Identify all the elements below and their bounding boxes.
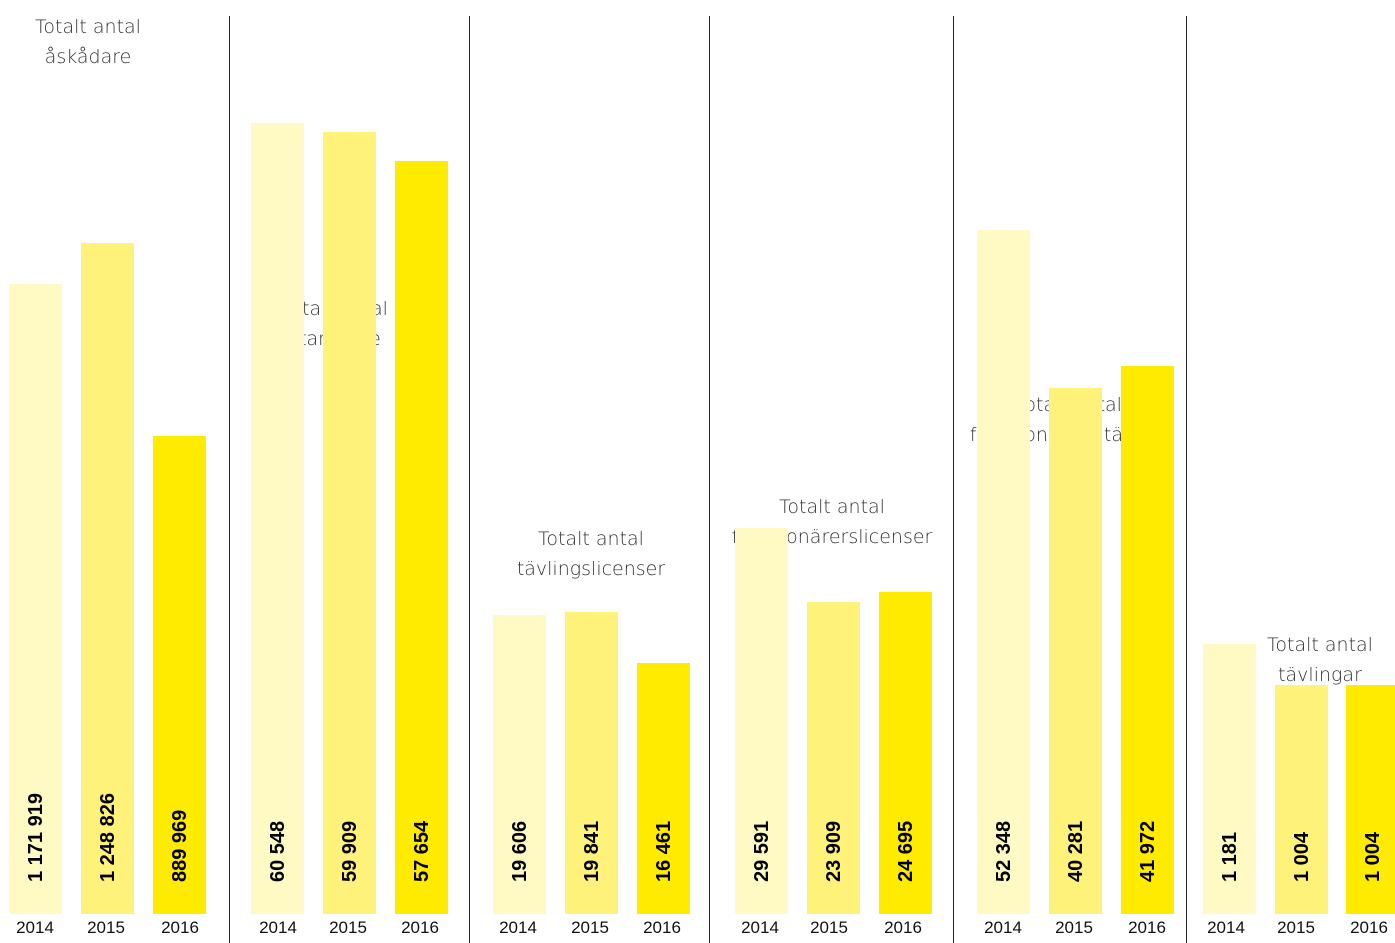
- bar-value-label: 60 548: [266, 820, 289, 882]
- x-tick-label: 2015: [329, 918, 367, 937]
- bar-value-label: 1 248 826: [96, 793, 119, 882]
- bar-2016: 889 969: [153, 436, 206, 914]
- chart-title-line: tävlingslicenser: [516, 558, 666, 580]
- chart-title-line: åskådare: [44, 46, 132, 68]
- panel-divider: [469, 16, 470, 943]
- bar-2014: 60 548: [251, 123, 304, 914]
- x-tick-label: 2014: [499, 918, 537, 937]
- x-tick-label: 2016: [643, 918, 681, 937]
- chart-title-line: Totalt antal: [538, 528, 644, 550]
- bar-2016: 1 004: [1346, 685, 1395, 914]
- x-tick-label: 2015: [571, 918, 609, 937]
- x-tick-label: 2015: [810, 918, 848, 937]
- panel-divider: [229, 16, 230, 943]
- x-tick-label: 2014: [16, 918, 54, 937]
- bar-2014: 19 606: [493, 615, 546, 914]
- bar-2016: 41 972: [1121, 366, 1174, 914]
- x-tick-label: 2014: [741, 918, 779, 937]
- x-tick-label: 2014: [1207, 918, 1245, 937]
- bar-2015: 1 004: [1275, 685, 1328, 914]
- x-tick-label: 2015: [1277, 918, 1315, 937]
- bar-value-label: 40 281: [1064, 820, 1087, 882]
- panel-divider: [953, 16, 954, 943]
- bar-2015: 59 909: [323, 132, 376, 914]
- bar-2016: 57 654: [395, 161, 448, 914]
- x-tick-label: 2016: [1350, 918, 1388, 937]
- bar-2016: 24 695: [879, 592, 932, 914]
- chart-title: Totalt antal funktionärerslicenser: [682, 492, 982, 552]
- bar-value-label: 16 461: [652, 820, 675, 882]
- x-tick-label: 2016: [1128, 918, 1166, 937]
- bar-2015: 19 841: [565, 612, 618, 914]
- bar-value-label: 889 969: [168, 809, 191, 882]
- bar-value-label: 24 695: [894, 820, 917, 882]
- bar-value-label: 23 909: [822, 820, 845, 882]
- bar-2014: 1 181: [1203, 644, 1256, 914]
- chart-title-line: Totalt antal: [35, 16, 141, 38]
- bar-2014: 52 348: [977, 230, 1030, 914]
- x-tick-label: 2016: [884, 918, 922, 937]
- x-tick-label: 2016: [401, 918, 439, 937]
- bar-2015: 1 248 826: [81, 243, 134, 914]
- chart-title-line: Totalt antal: [1267, 634, 1373, 656]
- bar-value-label: 59 909: [338, 820, 361, 882]
- bar-value-label: 1 004: [1361, 831, 1384, 882]
- bar-value-label: 1 171 919: [24, 793, 47, 882]
- x-tick-label: 2014: [259, 918, 297, 937]
- bar-2015: 40 281: [1049, 388, 1102, 914]
- bar-2016: 16 461: [637, 663, 690, 914]
- chart-title-line: funktionärerslicenser: [731, 526, 933, 548]
- bar-2014: 1 171 919: [9, 284, 62, 914]
- chart-title-line: tävlingar: [1278, 664, 1362, 686]
- bar-value-label: 57 654: [410, 820, 433, 882]
- panel-divider: [709, 16, 710, 943]
- bar-2015: 23 909: [807, 602, 860, 914]
- x-tick-label: 2015: [1055, 918, 1093, 937]
- bar-value-label: 1 181: [1218, 831, 1241, 882]
- panel-divider: [1186, 16, 1187, 943]
- x-tick-label: 2014: [984, 918, 1022, 937]
- chart-title: Totalt antal åskådare: [0, 12, 238, 72]
- chart-title: Totalt antal tävlingar: [1170, 630, 1395, 690]
- bar-value-label: 52 348: [992, 820, 1015, 882]
- x-tick-label: 2015: [87, 918, 125, 937]
- bar-2014: 29 591: [735, 528, 788, 914]
- bar-value-label: 41 972: [1136, 820, 1159, 882]
- bar-value-label: 19 841: [580, 820, 603, 882]
- x-tick-label: 2016: [161, 918, 199, 937]
- bar-value-label: 1 004: [1290, 831, 1313, 882]
- chart-title-line: Totalt antal: [779, 496, 885, 518]
- bar-value-label: 29 591: [750, 820, 773, 882]
- bar-value-label: 19 606: [508, 820, 531, 882]
- chart-title: Totalt antal tävlingslicenser: [441, 524, 741, 584]
